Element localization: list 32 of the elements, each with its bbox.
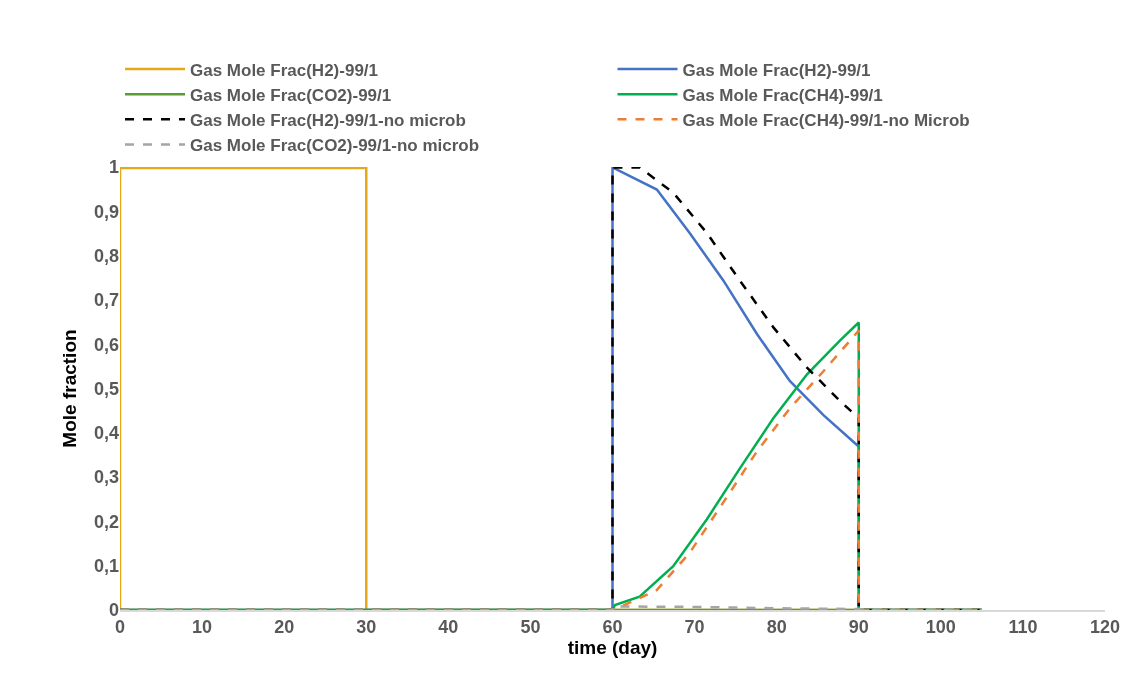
- y-tick-label: 0,1: [93, 556, 119, 576]
- x-tick-label: 70: [684, 617, 705, 638]
- y-tick-label: 0,8: [93, 245, 119, 266]
- y-tick-label: 0,9: [93, 201, 119, 222]
- y-tick-label: 0,7: [93, 290, 119, 311]
- legend-label: Gas Mole Frac(CO2)-99/1-no microb: [190, 136, 480, 156]
- x-tick-label: 80: [766, 617, 787, 638]
- x-tick-label: 30: [356, 617, 377, 638]
- legend-label: Gas Mole Frac(CH4)-99/1: [682, 85, 883, 105]
- x-tick-label: 120: [1089, 617, 1121, 638]
- x-tick-label: 110: [1008, 617, 1038, 638]
- legend-label: Gas Mole Frac(H2)-99/1: [190, 60, 379, 80]
- x-tick-label: 10: [192, 617, 213, 638]
- x-tick-label: 90: [848, 617, 869, 638]
- x-tick-label: 50: [520, 617, 541, 638]
- y-tick-label: 0,6: [93, 334, 119, 355]
- y-tick-label: 0,2: [93, 511, 119, 532]
- y-axis-title: Mole fraction: [58, 329, 80, 448]
- y-tick-label: 1: [108, 157, 119, 178]
- y-tick-label: 0: [108, 600, 119, 621]
- legend-label: Gas Mole Frac(CH4)-99/1-no Microb: [682, 110, 970, 130]
- legend-label: Gas Mole Frac(CO2)-99/1: [190, 85, 392, 105]
- x-tick-label: 100: [925, 617, 956, 638]
- y-tick-label: 0,5: [93, 378, 119, 399]
- x-tick-label: 20: [274, 617, 295, 638]
- legend-label: Gas Mole Frac(H2)-99/1-no microb: [190, 110, 466, 130]
- y-tick-label: 0,3: [93, 467, 119, 488]
- x-axis-title: time (day): [567, 637, 658, 659]
- legend-label: Gas Mole Frac(H2)-99/1: [682, 60, 871, 80]
- x-tick-label: 40: [438, 617, 459, 638]
- x-tick-label: 60: [602, 617, 623, 638]
- y-tick-label: 0,4: [93, 423, 119, 444]
